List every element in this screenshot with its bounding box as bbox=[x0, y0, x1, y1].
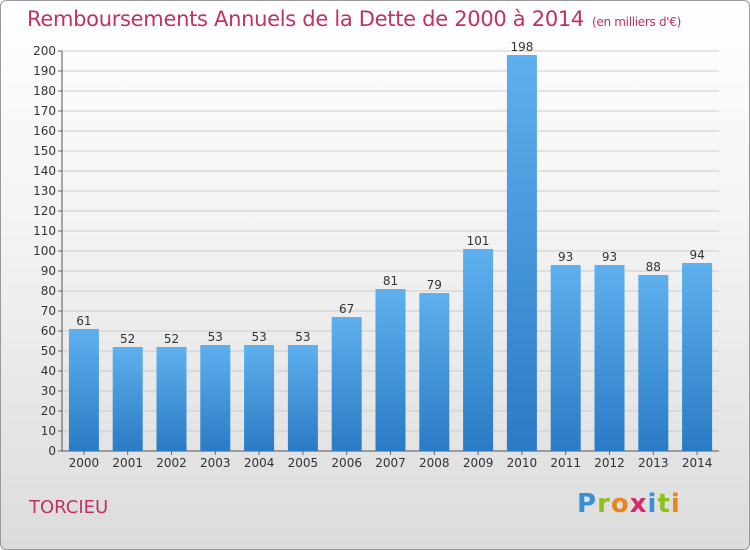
bar-value-label: 53 bbox=[295, 330, 310, 344]
bar-value-label: 101 bbox=[467, 234, 490, 248]
x-tick-label: 2010 bbox=[507, 456, 538, 470]
x-tick-label: 2007 bbox=[375, 456, 406, 470]
y-tick-label: 0 bbox=[48, 444, 56, 458]
logo-letter: P bbox=[577, 489, 598, 519]
x-tick-label: 2000 bbox=[69, 456, 100, 470]
bar-2002 bbox=[156, 347, 187, 451]
bar-value-label: 94 bbox=[689, 248, 704, 262]
bar-value-label: 93 bbox=[558, 250, 573, 264]
y-tick-label: 110 bbox=[33, 224, 56, 238]
x-tick-label: 2009 bbox=[463, 456, 494, 470]
y-tick-label: 150 bbox=[33, 144, 56, 158]
bar-2013 bbox=[638, 275, 669, 451]
bar-2004 bbox=[244, 345, 275, 451]
x-tick-label: 2011 bbox=[550, 456, 581, 470]
logo-letter: r bbox=[597, 489, 611, 519]
y-tick-label: 90 bbox=[41, 264, 56, 278]
bar-2006 bbox=[331, 317, 362, 451]
y-tick-label: 80 bbox=[41, 284, 56, 298]
x-tick-label: 2006 bbox=[331, 456, 362, 470]
y-tick-label: 100 bbox=[33, 244, 56, 258]
bar-value-label: 81 bbox=[383, 274, 398, 288]
proxiti-logo: Proxiti bbox=[577, 489, 681, 519]
bar-2000 bbox=[68, 329, 99, 451]
bar-value-label: 67 bbox=[339, 302, 354, 316]
bar-value-label: 53 bbox=[251, 330, 266, 344]
chart-title-text: Remboursements Annuels de la Dette de 20… bbox=[27, 7, 584, 31]
chart-subtitle: (en milliers d'€) bbox=[592, 15, 682, 29]
y-tick-label: 40 bbox=[41, 364, 56, 378]
bar-value-label: 61 bbox=[76, 314, 91, 328]
bar-value-label: 52 bbox=[120, 332, 135, 346]
bar-value-label: 53 bbox=[208, 330, 223, 344]
bar-2005 bbox=[287, 345, 318, 451]
x-tick-label: 2003 bbox=[200, 456, 231, 470]
y-tick-label: 140 bbox=[33, 164, 56, 178]
bar-2008 bbox=[419, 293, 450, 451]
y-tick-label: 70 bbox=[41, 304, 56, 318]
logo-letter: t bbox=[657, 489, 671, 519]
y-tick-label: 200 bbox=[33, 44, 56, 58]
x-tick-label: 2001 bbox=[112, 456, 143, 470]
bar-2009 bbox=[463, 249, 494, 451]
bar-2011 bbox=[550, 265, 581, 451]
y-tick-label: 130 bbox=[33, 184, 56, 198]
x-tick-label: 2012 bbox=[594, 456, 625, 470]
x-tick-label: 2014 bbox=[682, 456, 713, 470]
bar-value-label: 93 bbox=[602, 250, 617, 264]
logo-letter: x bbox=[629, 489, 648, 519]
commune-name: TORCIEU bbox=[29, 497, 109, 518]
x-tick-label: 2004 bbox=[244, 456, 275, 470]
bar-value-label: 52 bbox=[164, 332, 179, 346]
y-tick-label: 10 bbox=[41, 424, 56, 438]
bar-2007 bbox=[375, 289, 406, 451]
x-tick-label: 2002 bbox=[156, 456, 187, 470]
x-tick-label: 2005 bbox=[288, 456, 319, 470]
bar-2012 bbox=[594, 265, 625, 451]
y-tick-label: 20 bbox=[41, 404, 56, 418]
bar-2003 bbox=[200, 345, 231, 451]
x-tick-label: 2013 bbox=[638, 456, 669, 470]
chart-title: Remboursements Annuels de la Dette de 20… bbox=[27, 7, 681, 31]
y-tick-label: 120 bbox=[33, 204, 56, 218]
logo-letter: i bbox=[647, 489, 658, 519]
y-tick-label: 170 bbox=[33, 104, 56, 118]
bar-value-label: 79 bbox=[427, 278, 442, 292]
y-tick-label: 180 bbox=[33, 84, 56, 98]
bar-value-label: 198 bbox=[510, 40, 533, 54]
y-tick-label: 30 bbox=[41, 384, 56, 398]
logo-letter: i bbox=[670, 489, 681, 519]
y-tick-label: 50 bbox=[41, 344, 56, 358]
bar-value-label: 88 bbox=[646, 260, 661, 274]
y-tick-label: 160 bbox=[33, 124, 56, 138]
bar-2014 bbox=[682, 263, 713, 451]
y-tick-label: 60 bbox=[41, 324, 56, 338]
bar-2001 bbox=[112, 347, 143, 451]
logo-letter: o bbox=[610, 489, 630, 519]
x-tick-label: 2008 bbox=[419, 456, 450, 470]
bar-2010 bbox=[506, 55, 537, 451]
y-tick-label: 190 bbox=[33, 64, 56, 78]
